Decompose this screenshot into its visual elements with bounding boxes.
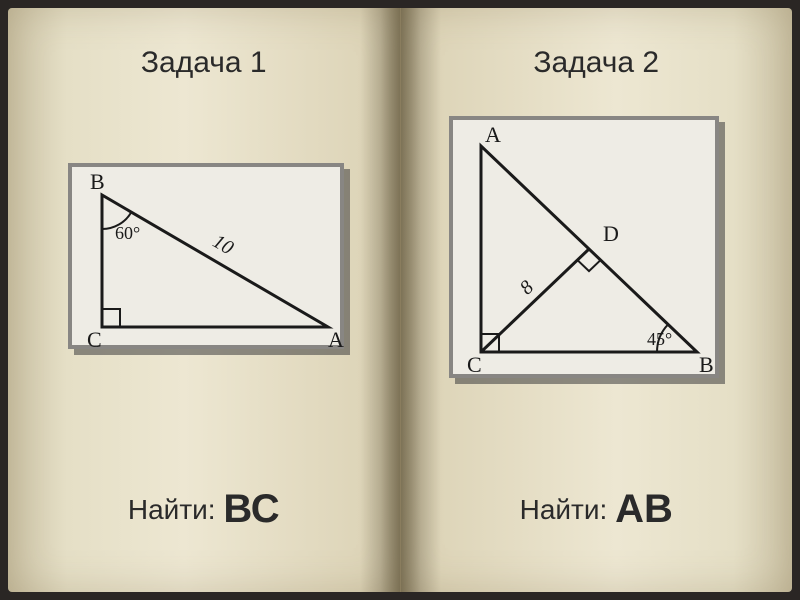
svg-text:45°: 45°	[647, 329, 672, 349]
caption-target: ВС	[223, 487, 279, 531]
svg-text:8: 8	[515, 276, 537, 299]
svg-text:B: B	[90, 169, 105, 194]
caption-prefix: Найти:	[520, 494, 615, 525]
problem2-caption: Найти: АВ	[520, 487, 673, 532]
problem2-diagram: A C B D 45° 8	[453, 120, 723, 382]
problem1-diagram: B C A 60° 10	[72, 167, 348, 353]
problem1-figure-shadow: B C A 60° 10	[68, 163, 344, 349]
problem2-title: Задача 2	[533, 46, 659, 80]
problem1-title: Задача 1	[141, 46, 267, 80]
svg-text:60°: 60°	[115, 223, 140, 243]
svg-text:D: D	[603, 221, 619, 246]
spine-shadow	[360, 8, 400, 592]
svg-text:C: C	[467, 352, 482, 377]
problem1-caption: Найти: ВС	[128, 487, 280, 532]
svg-text:B: B	[699, 352, 714, 377]
problem2-figure-shadow: A C B D 45° 8	[449, 116, 719, 378]
page-left: Задача 1 B C A 60° 10 Найти: ВС	[8, 8, 401, 592]
svg-text:C: C	[87, 327, 102, 352]
svg-text:A: A	[328, 327, 344, 352]
spine-shadow	[401, 8, 441, 592]
book-spread: Задача 1 BCA60°10 Найти: ВС Задача 2 ACB…	[0, 0, 800, 600]
caption-prefix: Найти:	[128, 494, 223, 525]
svg-text:10: 10	[209, 230, 237, 259]
caption-target: АВ	[615, 487, 673, 531]
page-right: Задача 2 A C B D 45° 8 Найти: АВ	[401, 8, 793, 592]
problem1-figure-panel: B C A 60° 10	[68, 163, 344, 349]
svg-text:A: A	[485, 122, 501, 147]
problem2-figure-panel: A C B D 45° 8	[449, 116, 719, 378]
